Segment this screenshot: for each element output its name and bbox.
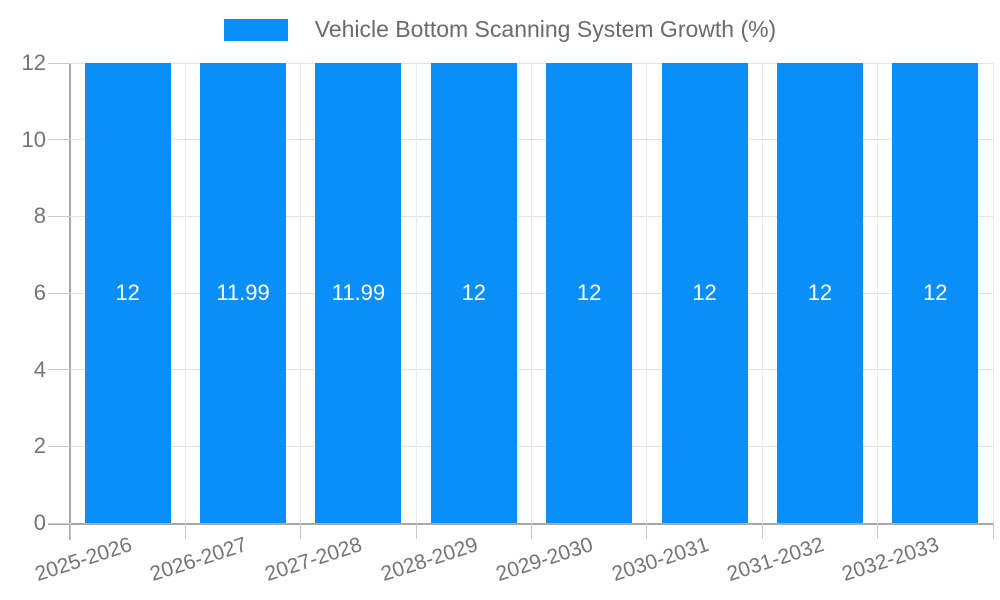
x-gridline xyxy=(184,63,186,523)
x-gridline xyxy=(992,63,994,523)
y-axis-line xyxy=(69,63,71,540)
bar-value-label: 12 xyxy=(692,280,717,305)
bar-2031-2032[interactable]: 12 xyxy=(776,63,863,523)
y-tick-label: 4 xyxy=(33,356,46,382)
x-tick-mark xyxy=(531,523,532,539)
x-tick-mark xyxy=(646,523,648,539)
bar-2025-2026[interactable]: 12 xyxy=(84,63,171,523)
x-tick-mark xyxy=(300,523,302,539)
y-tick-label: 10 xyxy=(21,126,46,152)
bar-2032-2033[interactable]: 12 xyxy=(892,63,979,523)
y-tick-mark xyxy=(48,522,70,524)
x-tick-mark xyxy=(877,523,879,539)
x-tick-mark xyxy=(992,523,994,539)
y-tick-label: 8 xyxy=(33,203,46,229)
x-gridline xyxy=(761,63,763,523)
bar-value-label: 12 xyxy=(461,280,487,305)
y-tick-mark xyxy=(48,62,70,64)
chart-title: Vehicle Bottom Scanning System Growth (%… xyxy=(314,16,777,42)
y-tick-mark xyxy=(48,369,70,371)
y-tick-mark xyxy=(48,215,70,217)
y-tick-label: 0 xyxy=(33,510,46,535)
y-tick-label: 6 xyxy=(33,280,46,305)
x-tick-mark xyxy=(184,523,186,539)
y-tick-mark xyxy=(48,139,70,141)
x-gridline xyxy=(531,63,532,523)
x-tick-mark xyxy=(69,523,71,539)
x-gridline xyxy=(415,63,417,523)
bar-2028-2029[interactable]: 12 xyxy=(430,63,517,523)
x-gridline xyxy=(300,63,302,523)
bar-value-label: 11.99 xyxy=(216,280,270,306)
y-tick-label: 12 xyxy=(21,50,46,75)
chart-legend: Vehicle Bottom Scanning System Growth (%… xyxy=(0,16,1000,43)
bar-value-label: 12 xyxy=(576,280,602,305)
x-tick-mark xyxy=(761,523,763,539)
bar-2027-2028[interactable]: 11.99 xyxy=(315,63,402,523)
x-axis-line xyxy=(48,523,994,525)
bar-value-label: 12 xyxy=(807,280,833,305)
bar-value-label: 12 xyxy=(923,280,948,305)
y-tick-label: 2 xyxy=(33,433,46,459)
legend-swatch-icon xyxy=(223,18,288,41)
x-gridline xyxy=(877,63,879,523)
bar-2029-2030[interactable]: 12 xyxy=(546,63,633,523)
plot-area: 0 2 4 6 8 10 12 12 2025-2026 11.99 2026-2027 11.99 2… xyxy=(22,52,994,586)
bar-2030-2031[interactable]: 12 xyxy=(661,63,748,523)
bar-value-label: 12 xyxy=(115,280,140,305)
bar-2026-2027[interactable]: 11.99 xyxy=(200,63,287,523)
x-tick-mark xyxy=(415,523,417,539)
y-tick-mark xyxy=(48,292,70,294)
y-tick-mark xyxy=(48,445,70,447)
bar-value-label: 11.99 xyxy=(331,280,386,306)
x-gridline xyxy=(646,63,648,523)
legend-item[interactable]: Vehicle Bottom Scanning System Growth (%… xyxy=(223,16,777,43)
